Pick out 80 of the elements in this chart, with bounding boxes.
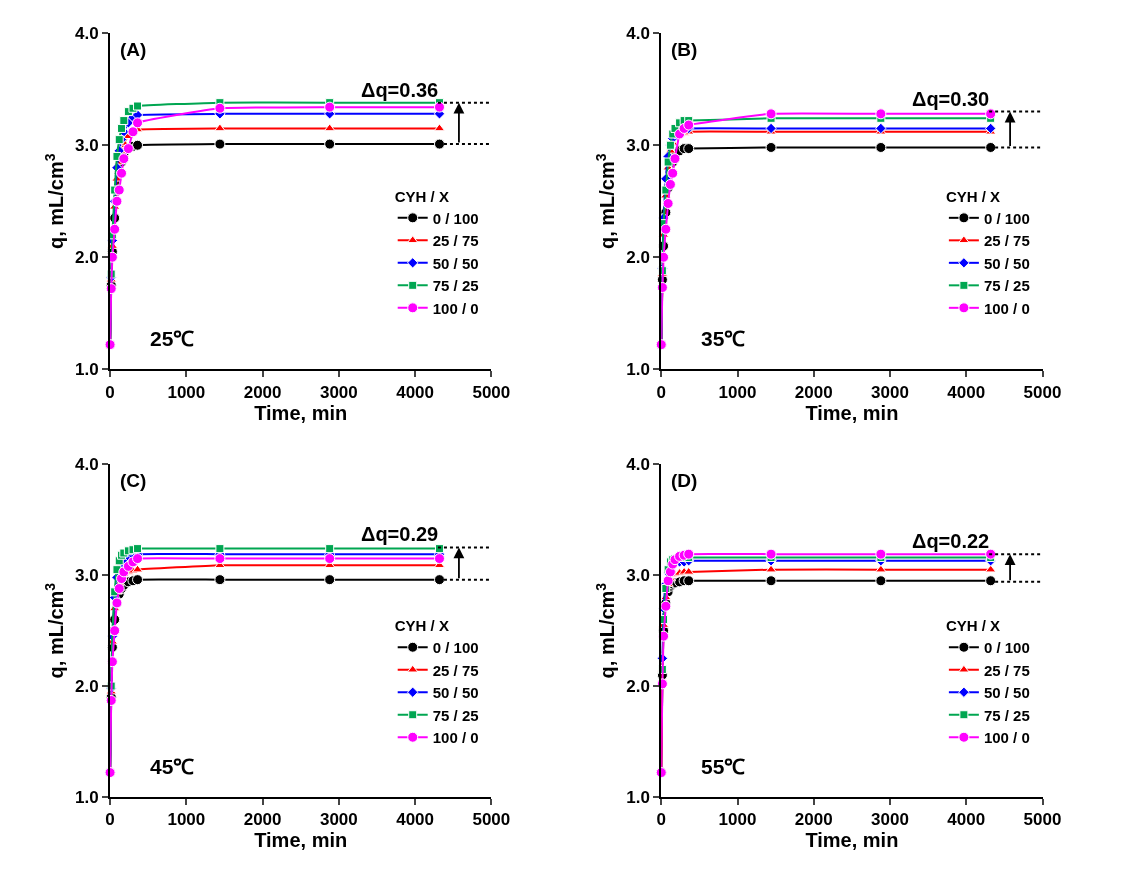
y-tick-label: 2.0 — [626, 677, 650, 697]
x-axis-title: Time, min — [254, 401, 348, 424]
x-tick-label: 0 — [656, 382, 666, 402]
legend-label: 75 / 25 — [983, 277, 1030, 295]
legend-label: 100 / 0 — [983, 729, 1030, 747]
x-tick-label: 3000 — [871, 382, 909, 402]
annotation: 55℃ — [701, 755, 746, 778]
annotation: Δq=0.22 — [912, 530, 990, 552]
legend-label: 25 / 75 — [432, 661, 479, 679]
y-tick-label: 2.0 — [626, 248, 650, 268]
legend-label: 25 / 75 — [983, 661, 1030, 679]
x-axis-title: Time, min — [805, 401, 899, 424]
x-tick-label: 1000 — [167, 382, 206, 402]
annotation: Δq=0.30 — [912, 88, 990, 110]
y-tick-label: 3.0 — [75, 136, 99, 156]
x-tick-label: 4000 — [396, 382, 434, 402]
y-tick-label: 4.0 — [75, 24, 99, 44]
legend-label: 50 / 50 — [983, 684, 1030, 702]
legend-label: 75 / 25 — [432, 706, 479, 724]
legend-label: 0 / 100 — [432, 209, 479, 227]
legend-title: CYH / X — [394, 616, 449, 634]
legend-label: 50 / 50 — [983, 254, 1030, 272]
legend-label: 75 / 25 — [432, 277, 479, 295]
legend-title: CYH / X — [945, 187, 1001, 205]
legend-label: 0 / 100 — [983, 639, 1030, 657]
y-tick-label: 1.0 — [626, 360, 650, 380]
x-tick-label: 2000 — [243, 810, 282, 830]
x-tick-label: 3000 — [871, 810, 909, 830]
x-tick-label: 5000 — [472, 810, 511, 830]
legend-label: 0 / 100 — [983, 209, 1030, 227]
y-tick-label: 3.0 — [75, 566, 99, 586]
y-tick-label: 4.0 — [626, 24, 650, 44]
legend-title: CYH / X — [394, 187, 449, 205]
x-tick-label: 2000 — [794, 810, 833, 830]
y-tick-label: 1.0 — [75, 787, 99, 807]
x-tick-label: 1000 — [718, 810, 757, 830]
legend-title: CYH / X — [945, 616, 1001, 634]
x-tick-label: 1000 — [718, 382, 757, 402]
legend-label: 50 / 50 — [432, 684, 479, 702]
x-axis-title: Time, min — [254, 829, 348, 852]
x-tick-label: 2000 — [243, 382, 282, 402]
legend-label: 0 / 100 — [432, 639, 479, 657]
y-tick-label: 3.0 — [626, 566, 650, 586]
chart-title: (B) — [671, 39, 698, 60]
x-tick-label: 1000 — [167, 810, 206, 830]
chart-title: (A) — [120, 39, 147, 60]
y-tick-label: 1.0 — [626, 787, 650, 807]
x-axis-title: Time, min — [805, 829, 899, 852]
x-tick-label: 5000 — [1023, 810, 1062, 830]
chart-title: (D) — [671, 470, 698, 491]
x-tick-label: 4000 — [396, 810, 434, 830]
y-tick-label: 3.0 — [626, 136, 650, 156]
annotation: Δq=0.36 — [361, 79, 439, 101]
annotation: 35℃ — [701, 327, 746, 350]
chart-title: (C) — [120, 470, 147, 491]
x-tick-label: 0 — [105, 382, 115, 402]
x-tick-label: 0 — [656, 810, 666, 830]
y-tick-label: 4.0 — [626, 455, 650, 475]
legend-label: 75 / 25 — [983, 706, 1030, 724]
legend-label: 100 / 0 — [983, 299, 1030, 317]
x-tick-label: 2000 — [794, 382, 833, 402]
x-tick-label: 4000 — [947, 810, 986, 830]
x-tick-label: 3000 — [319, 382, 358, 402]
x-tick-label: 5000 — [472, 382, 511, 402]
y-tick-label: 4.0 — [75, 455, 99, 475]
y-tick-label: 2.0 — [75, 248, 99, 268]
x-tick-label: 0 — [105, 810, 115, 830]
legend-label: 100 / 0 — [432, 729, 479, 747]
x-tick-label: 4000 — [947, 382, 986, 402]
y-tick-label: 2.0 — [75, 677, 99, 697]
x-tick-label: 3000 — [319, 810, 358, 830]
legend-label: 25 / 75 — [432, 232, 479, 250]
annotation: 45℃ — [150, 755, 195, 778]
legend-label: 50 / 50 — [432, 254, 479, 272]
annotation: 25℃ — [150, 327, 195, 350]
legend-label: 100 / 0 — [432, 299, 479, 317]
legend-label: 25 / 75 — [983, 232, 1030, 250]
y-tick-label: 1.0 — [75, 360, 99, 380]
annotation: Δq=0.29 — [361, 523, 439, 545]
x-tick-label: 5000 — [1023, 382, 1062, 402]
